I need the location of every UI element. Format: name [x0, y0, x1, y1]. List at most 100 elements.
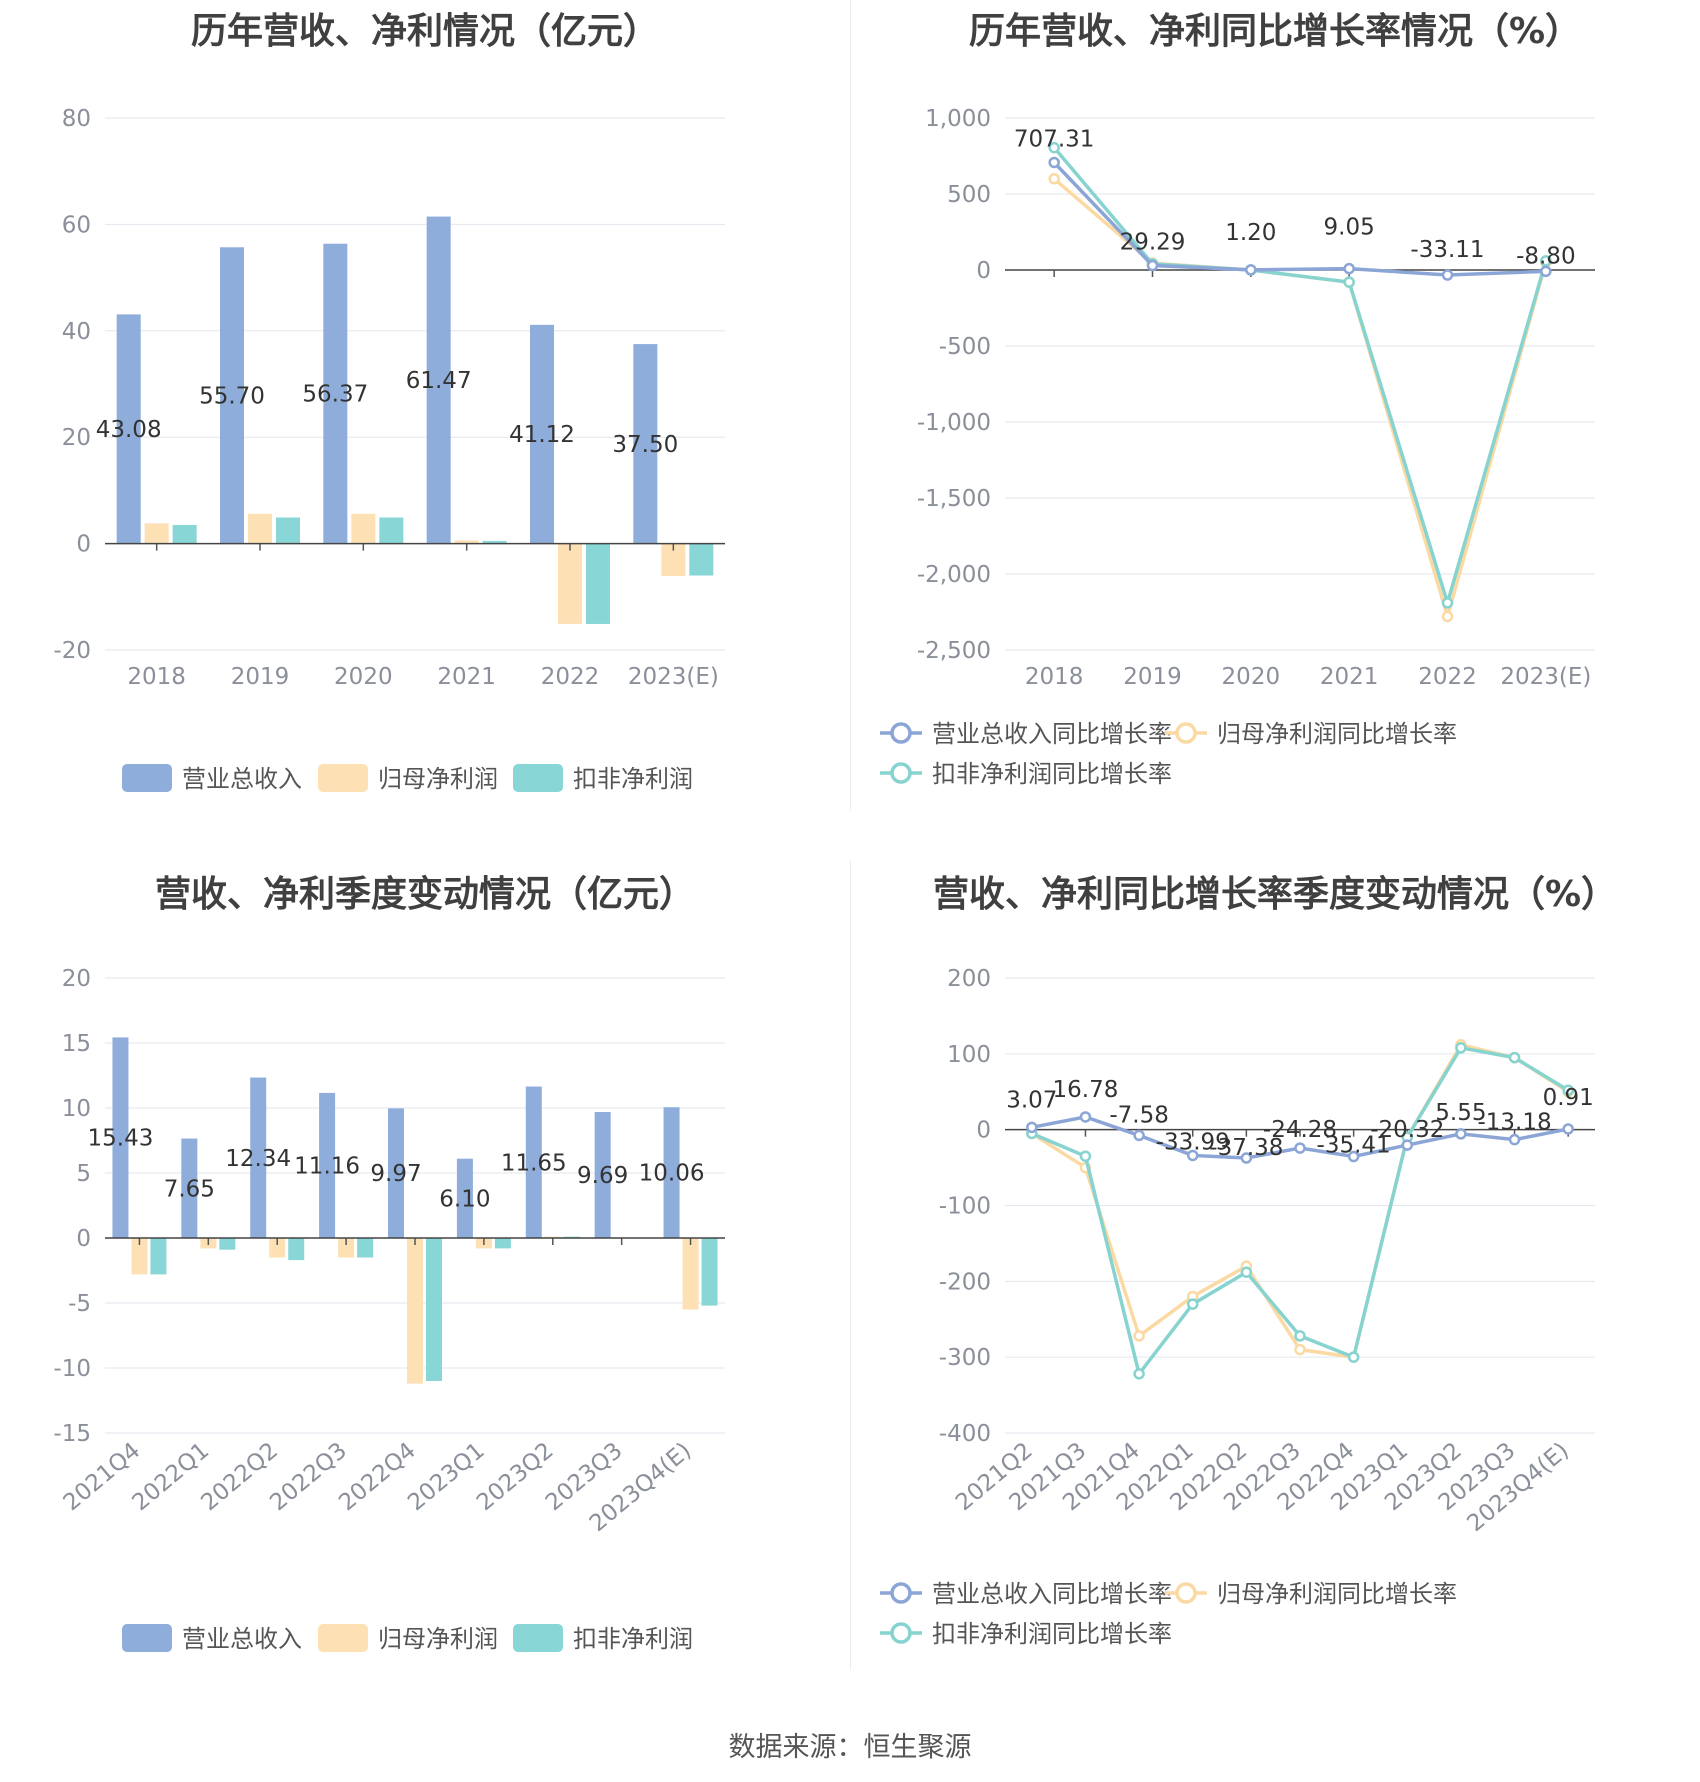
- y-tick-label: 10: [62, 1096, 91, 1122]
- data-point: [1245, 264, 1257, 276]
- data-point: [1294, 1142, 1306, 1154]
- data-point: [1048, 156, 1060, 169]
- legend-label: 扣非净利润: [573, 1625, 693, 1653]
- data-label: 7.65: [164, 1176, 215, 1202]
- y-tick-label: 0: [76, 1226, 91, 1252]
- x-tick-label: 2019: [231, 664, 290, 690]
- legend-label: 扣非净利润同比增长率: [932, 760, 1172, 788]
- bar-revenue: [181, 1138, 198, 1238]
- x-tick-label: 2018: [1025, 664, 1084, 690]
- bar-deducted-profit: [701, 1238, 718, 1306]
- data-label: 10.06: [639, 1161, 705, 1187]
- data-point: [1441, 610, 1454, 623]
- bar-net-profit: [338, 1238, 355, 1258]
- bar-revenue: [633, 344, 658, 544]
- chart-title: 历年营收、净利同比增长率情况（%）: [968, 11, 1582, 52]
- bar-revenue: [112, 1037, 129, 1238]
- data-label: 9.05: [1324, 215, 1375, 241]
- data-point: [1026, 1121, 1038, 1134]
- series-line-2: [1052, 146, 1548, 610]
- y-tick-label: -15: [53, 1421, 91, 1447]
- data-point: [1240, 1266, 1253, 1278]
- bar-revenue: [663, 1107, 680, 1238]
- bar-deducted-profit: [276, 517, 300, 544]
- data-label: 6.10: [439, 1186, 490, 1212]
- data-label: 15.43: [88, 1126, 154, 1152]
- data-label: 41.12: [509, 422, 575, 448]
- data-label: 61.47: [406, 368, 472, 394]
- y-tick-label: -2,000: [917, 562, 991, 588]
- data-label: 9.97: [370, 1161, 421, 1187]
- legend-marker: [890, 1622, 912, 1644]
- legend-label: 归母净利润同比增长率: [1217, 1580, 1457, 1608]
- data-label: -35.41: [1317, 1133, 1391, 1159]
- legend-label: 营业总收入同比增长率: [932, 1580, 1172, 1608]
- data-label: 0.91: [1543, 1085, 1594, 1111]
- vertical-divider: [850, 0, 851, 810]
- y-tick-label: 0: [976, 1118, 991, 1144]
- annual-growth-chart: 1,000 500 0 -500 -1,000 -1,500 -2,000 -2,500 201…: [880, 106, 1595, 788]
- bar-net-profit: [682, 1238, 699, 1310]
- bar-revenue: [456, 1158, 473, 1238]
- y-tick-label: 5: [76, 1161, 91, 1187]
- y-tick-label: -1,500: [917, 486, 991, 512]
- legend-marker: [890, 1582, 912, 1604]
- data-point: [1347, 1351, 1360, 1363]
- y-tick-label: 200: [947, 966, 991, 992]
- x-tick-label: 2022Q1: [128, 1438, 215, 1517]
- panel-quarterly-revenue: 营收、净利季度变动情况（亿元） 20 15 10 5 0 -5 -10 -15 2021Q4 15…: [0, 860, 850, 1720]
- chart-title: 历年营收、净利情况（亿元）: [190, 11, 659, 52]
- y-tick-label: 60: [62, 212, 91, 238]
- y-tick-label: 500: [947, 182, 991, 208]
- x-tick-label: 2018: [127, 664, 186, 690]
- bar-deducted-profit: [494, 1238, 511, 1249]
- y-tick-label: -2,500: [917, 638, 991, 664]
- data-point: [1240, 1152, 1253, 1164]
- bar-deducted-profit: [357, 1238, 374, 1258]
- x-tick-label: 2020: [1222, 664, 1281, 690]
- y-tick-label: 1,000: [925, 106, 991, 132]
- y-tick-label: 20: [62, 425, 91, 451]
- data-label: -37.38: [1209, 1135, 1283, 1161]
- data-point: [1347, 1150, 1360, 1163]
- data-point: [1455, 1128, 1467, 1140]
- y-tick-label: 0: [976, 258, 991, 284]
- legend-swatch: [513, 764, 563, 792]
- series-line-0: [1052, 161, 1546, 277]
- data-point: [1343, 276, 1355, 288]
- y-tick-label: -100: [939, 1194, 991, 1220]
- bar-net-profit: [407, 1238, 423, 1384]
- bar-deducted-profit: [482, 540, 507, 544]
- data-label: 3.07: [1006, 1087, 1057, 1113]
- data-label: -20.32: [1370, 1117, 1444, 1143]
- data-label: 37.50: [612, 432, 678, 458]
- bar-net-profit: [269, 1238, 286, 1258]
- legend-label: 营业总收入: [182, 765, 302, 793]
- y-tick-label: 0: [76, 532, 91, 558]
- data-label: 56.37: [302, 382, 368, 408]
- panel-quarterly-growth: 营收、净利同比增长率季度变动情况（%） 200 100 0 -100 -200 -300 -…: [850, 860, 1700, 1720]
- legend-swatch: [513, 1624, 563, 1652]
- data-point: [1562, 1084, 1574, 1096]
- x-tick-label: 2023(E): [628, 664, 719, 690]
- data-point: [1186, 1298, 1199, 1310]
- y-tick-label: 80: [62, 106, 91, 132]
- legend-swatch: [122, 1624, 172, 1652]
- chart-title: 营收、净利同比增长率季度变动情况（%）: [932, 874, 1618, 915]
- legend-marker: [1175, 722, 1197, 744]
- data-point: [1508, 1051, 1521, 1064]
- y-tick-label: 15: [62, 1031, 91, 1057]
- bar-revenue: [525, 1086, 542, 1238]
- x-tick-label: 2021: [1320, 664, 1379, 690]
- data-point: [1079, 1150, 1092, 1162]
- data-point: [1133, 1129, 1145, 1142]
- y-tick-label: -200: [939, 1269, 991, 1295]
- bar-revenue: [594, 1112, 611, 1238]
- data-label: 1.20: [1225, 220, 1276, 246]
- legend-marker: [1175, 1582, 1197, 1604]
- data-label: -13.18: [1477, 1110, 1551, 1136]
- chart-title: 营收、净利季度变动情况（亿元）: [154, 874, 695, 915]
- data-point: [1441, 269, 1454, 281]
- bar-revenue: [319, 1092, 336, 1238]
